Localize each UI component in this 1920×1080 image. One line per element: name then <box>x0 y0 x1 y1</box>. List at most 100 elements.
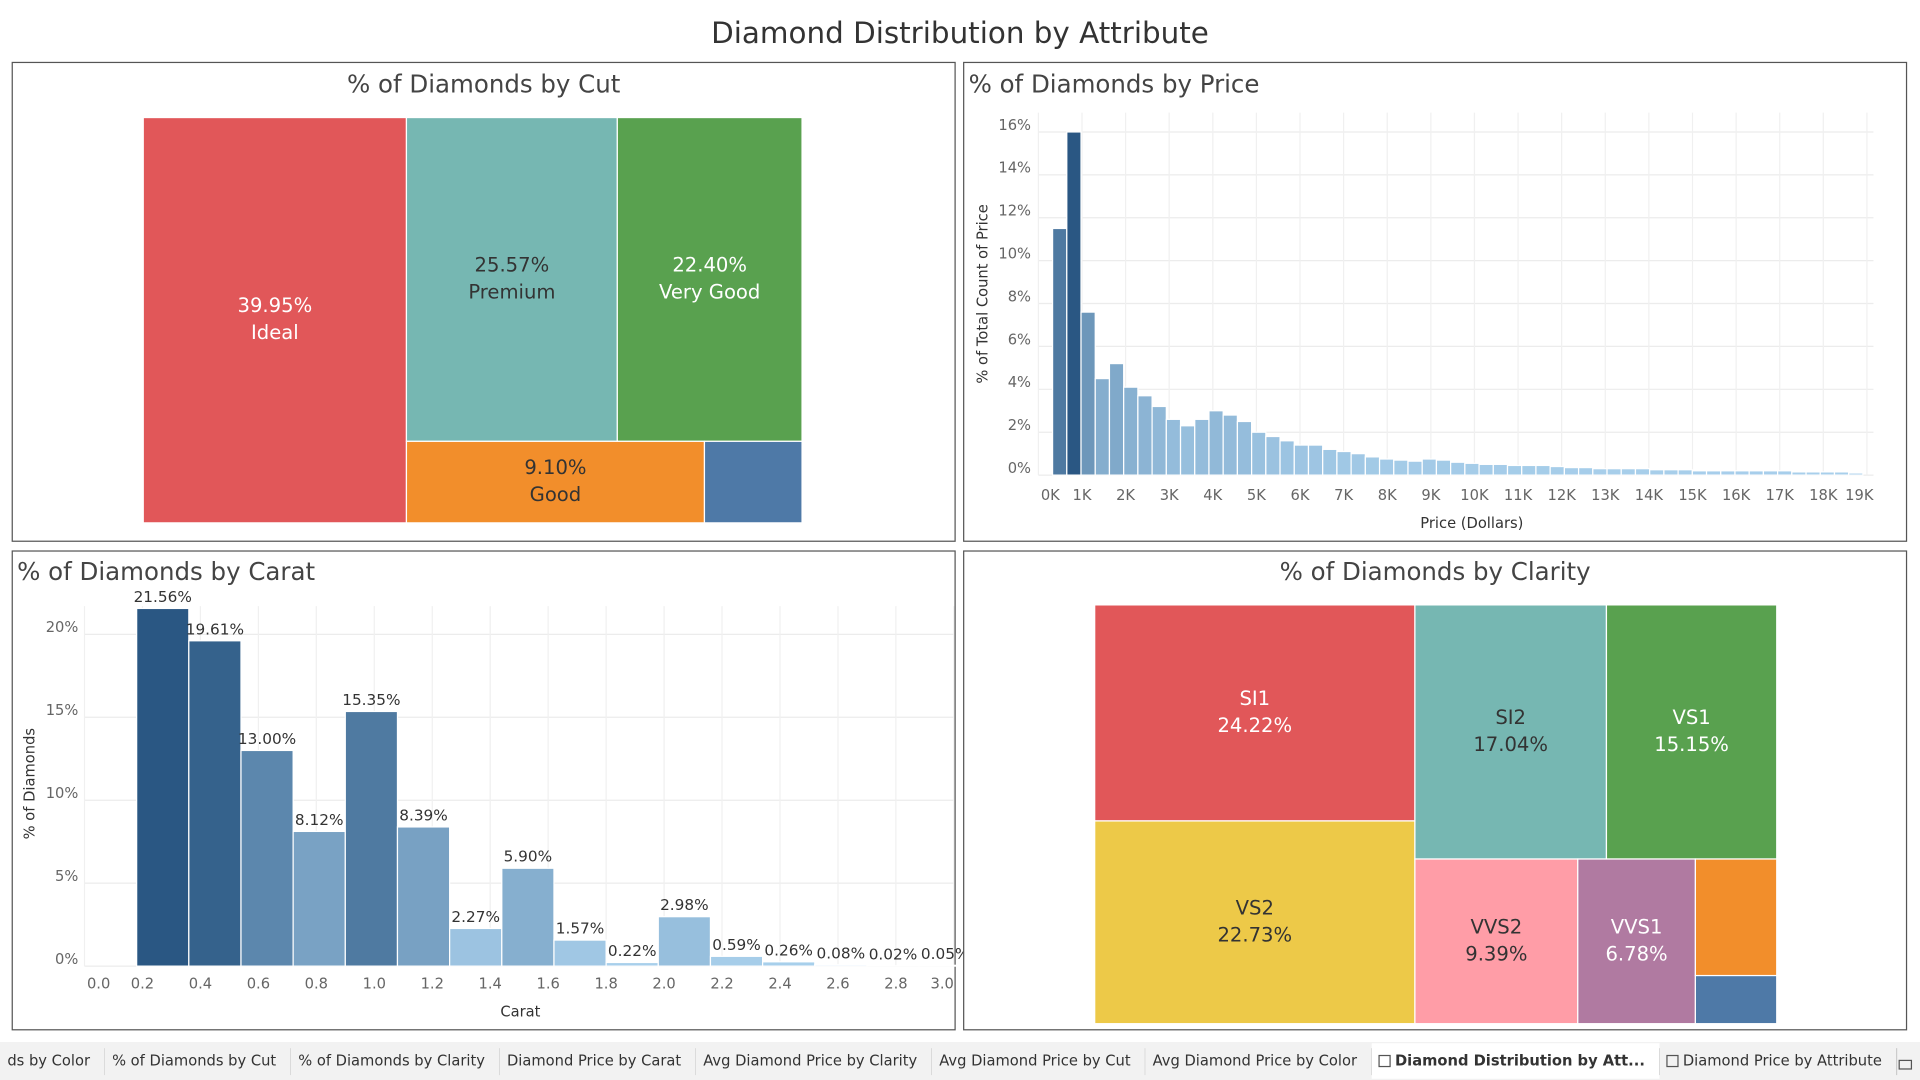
bar <box>1521 464 1537 476</box>
x-tick-label: 7K <box>1334 487 1353 504</box>
bar <box>1364 456 1381 476</box>
tab[interactable]: % of Diamonds by Clarity <box>290 1043 501 1079</box>
tab[interactable]: Avg Diamond Price by Cut <box>931 1043 1146 1079</box>
icon[interactable] <box>1898 1059 1913 1070</box>
value-label: 2.98% <box>660 896 709 914</box>
bar <box>1748 470 1765 476</box>
tab-label[interactable]: % of Diamonds by Clarity <box>298 1053 485 1070</box>
x-tick-label: 0K <box>1041 487 1060 504</box>
bar <box>1705 470 1722 476</box>
x-tick-label: 5K <box>1247 487 1266 504</box>
bar <box>1833 471 1850 476</box>
chart-panel: % of Diamonds by Clarity SI1 24.22% VS2 22.7… <box>963 550 1908 1031</box>
value-label: 0.02% <box>869 945 918 963</box>
y-tick-label: 0% <box>1008 460 1031 477</box>
dashboard-title: Diamond Distribution by Attribute <box>711 16 1209 50</box>
x-tick-label: 2.0 <box>652 975 675 992</box>
x-tick-label: 1.8 <box>594 975 617 992</box>
category-label: Premium <box>468 280 555 303</box>
bar <box>1236 420 1253 476</box>
chart-title: % of Diamonds by Cut <box>347 70 621 99</box>
value-label: 22.73% <box>1217 923 1292 946</box>
tab[interactable]: % of Diamonds by Cut <box>104 1043 292 1079</box>
value-label: 13.00% <box>238 730 296 748</box>
bar <box>1421 458 1438 476</box>
y-tick-label: 20% <box>46 619 79 636</box>
bar <box>1336 450 1352 476</box>
bar <box>1634 468 1651 476</box>
treemap-cell <box>1694 858 1778 977</box>
x-tick-label: 1.0 <box>363 975 386 992</box>
treemap-cell <box>1094 604 1416 822</box>
bar <box>1222 414 1239 476</box>
treemap-cell <box>1694 974 1778 1025</box>
tab-background <box>931 1043 1146 1079</box>
bar <box>1407 460 1423 476</box>
bar <box>1492 463 1509 476</box>
bar <box>1378 458 1395 476</box>
bar <box>292 830 346 967</box>
bar <box>1620 468 1637 476</box>
category-label: SI1 <box>1239 687 1270 710</box>
tab-background <box>499 1043 696 1079</box>
tab[interactable]: Diamond Price by Attribute <box>1659 1043 1898 1079</box>
x-tick-label: 2.2 <box>710 975 733 992</box>
bar <box>1307 444 1324 476</box>
value-label: 9.10% <box>524 456 586 479</box>
value-label: 24.22% <box>1217 714 1292 737</box>
value-label: 15.15% <box>1654 733 1729 756</box>
bar <box>1123 386 1139 476</box>
tab-background <box>695 1043 932 1079</box>
tab-background <box>1659 1043 1897 1079</box>
bar <box>1577 466 1594 476</box>
tab[interactable]: Diamond Distribution by Att... <box>1371 1043 1661 1079</box>
bar <box>657 916 712 967</box>
bar <box>1350 453 1366 476</box>
bar <box>1279 440 1295 476</box>
tab-label[interactable]: Avg Diamond Price by Cut <box>939 1053 1131 1070</box>
category-label: Good <box>530 483 582 506</box>
tab-label[interactable]: Avg Diamond Price by Clarity <box>703 1053 917 1070</box>
bar <box>1848 472 1864 476</box>
x-tick-label: 4K <box>1203 487 1222 504</box>
chart-title: % of Diamonds by Price <box>969 70 1260 99</box>
bar <box>605 961 659 967</box>
bar <box>1691 470 1708 476</box>
category-label: VVS1 <box>1611 915 1663 938</box>
value-label: 0.26% <box>764 941 813 959</box>
chart-title: % of Diamonds by Clarity <box>1280 557 1591 586</box>
y-tick-label: 2% <box>1008 417 1031 434</box>
y-tick-label: 15% <box>46 702 79 719</box>
tab-label[interactable]: Avg Diamond Price by Color <box>1153 1053 1358 1070</box>
tab-icon <box>1378 1054 1391 1068</box>
tab-label[interactable]: % of Diamonds by Cut <box>112 1053 276 1070</box>
tab[interactable]: Diamond Price by Carat <box>499 1043 697 1079</box>
bar <box>136 607 190 967</box>
bar <box>1791 471 1807 476</box>
value-label: 0.05% <box>921 945 970 963</box>
x-tick-label: 1.6 <box>536 975 559 992</box>
x-tick-label: 14K <box>1635 487 1664 504</box>
y-axis-label: % of Diamonds <box>22 728 39 839</box>
x-tick-label: 13K <box>1591 487 1620 504</box>
x-tick-label: 1.2 <box>421 975 444 992</box>
x-tick-label: 0.0 <box>87 975 110 992</box>
tab[interactable]: Avg Diamond Price by Clarity <box>695 1043 933 1079</box>
x-tick-label: 2.6 <box>826 975 849 992</box>
bar <box>188 640 242 967</box>
bar <box>1194 418 1210 476</box>
bar <box>1734 470 1750 476</box>
tab[interactable]: ds by Color <box>0 1043 106 1079</box>
tab[interactable]: Avg Diamond Price by Color <box>1145 1043 1373 1079</box>
tab-label[interactable]: ds by Color <box>7 1053 91 1070</box>
x-tick-label: 0.2 <box>131 975 154 992</box>
bar <box>1108 362 1125 476</box>
tab-label[interactable]: Diamond Price by Carat <box>507 1053 681 1070</box>
y-tick-label: 8% <box>1008 288 1031 305</box>
tab-label[interactable]: Diamond Distribution by Att... <box>1395 1053 1645 1070</box>
bar <box>1535 464 1551 476</box>
chart-title: % of Diamonds by Carat <box>17 557 315 586</box>
tab-label[interactable]: Diamond Price by Attribute <box>1683 1053 1882 1070</box>
bar <box>1819 471 1836 476</box>
